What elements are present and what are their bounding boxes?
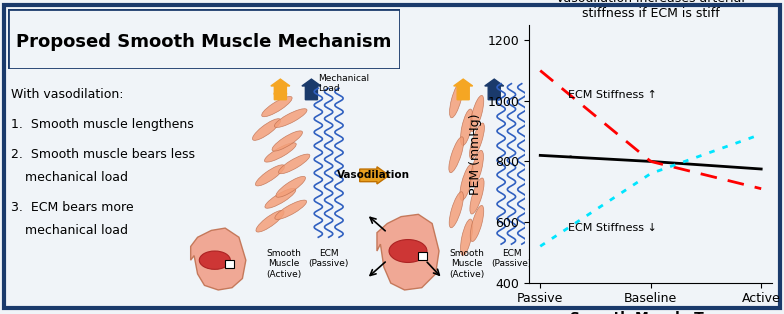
Ellipse shape	[470, 178, 484, 214]
Bar	[225, 260, 234, 268]
FancyArrow shape	[271, 79, 290, 100]
Text: ECM
(Passive): ECM (Passive)	[492, 249, 532, 268]
Text: 2.  Smooth muscle bears less: 2. Smooth muscle bears less	[11, 148, 195, 161]
FancyArrow shape	[454, 79, 473, 100]
Ellipse shape	[265, 188, 296, 208]
Ellipse shape	[256, 210, 284, 232]
Ellipse shape	[252, 119, 281, 140]
Text: ECM Stiffness ↓: ECM Stiffness ↓	[568, 223, 657, 233]
Bar	[419, 252, 427, 260]
Ellipse shape	[275, 200, 307, 219]
Ellipse shape	[460, 109, 473, 145]
Text: 3.  ECM bears more: 3. ECM bears more	[11, 201, 134, 214]
X-axis label: Smooth Muscle Tone: Smooth Muscle Tone	[570, 311, 731, 314]
Ellipse shape	[449, 82, 463, 118]
Ellipse shape	[449, 137, 463, 173]
FancyArrow shape	[302, 79, 321, 100]
Text: mechanical load: mechanical load	[25, 171, 128, 184]
Text: Vasodilation: Vasodilation	[337, 171, 410, 180]
Polygon shape	[377, 214, 439, 290]
Ellipse shape	[460, 219, 473, 255]
Ellipse shape	[389, 240, 427, 263]
Y-axis label: PEM (mmHg): PEM (mmHg)	[469, 113, 482, 195]
Text: ECM Stiffness ↑: ECM Stiffness ↑	[568, 90, 657, 100]
Ellipse shape	[272, 131, 303, 151]
Ellipse shape	[262, 96, 292, 117]
Ellipse shape	[256, 165, 285, 186]
Ellipse shape	[470, 205, 484, 241]
Text: ECM
(Passive): ECM (Passive)	[308, 249, 349, 268]
Ellipse shape	[449, 192, 463, 228]
Text: Smooth
Muscle
(Active): Smooth Muscle (Active)	[267, 249, 301, 279]
Ellipse shape	[278, 154, 310, 174]
Ellipse shape	[460, 164, 474, 200]
Title: Vasodilation increases arterial
stiffness if ECM is stiff: Vasodilation increases arterial stiffnes…	[557, 0, 745, 20]
Ellipse shape	[199, 251, 230, 269]
FancyArrow shape	[485, 79, 503, 100]
FancyArrow shape	[360, 167, 389, 184]
Text: With vasodilation:: With vasodilation:	[11, 88, 124, 101]
Ellipse shape	[274, 109, 307, 127]
Text: Proposed Smooth Muscle Mechanism: Proposed Smooth Muscle Mechanism	[16, 33, 391, 51]
Polygon shape	[191, 228, 246, 290]
Text: Mechanical
Load: Mechanical Load	[318, 74, 369, 93]
Ellipse shape	[470, 123, 485, 159]
Ellipse shape	[470, 150, 484, 187]
Text: Smooth
Muscle
(Active): Smooth Muscle (Active)	[449, 249, 485, 279]
Ellipse shape	[470, 95, 484, 132]
Ellipse shape	[276, 176, 306, 197]
Text: mechanical load: mechanical load	[25, 224, 128, 236]
Text: 1.  Smooth muscle lengthens: 1. Smooth muscle lengthens	[11, 118, 194, 131]
Ellipse shape	[264, 143, 296, 162]
